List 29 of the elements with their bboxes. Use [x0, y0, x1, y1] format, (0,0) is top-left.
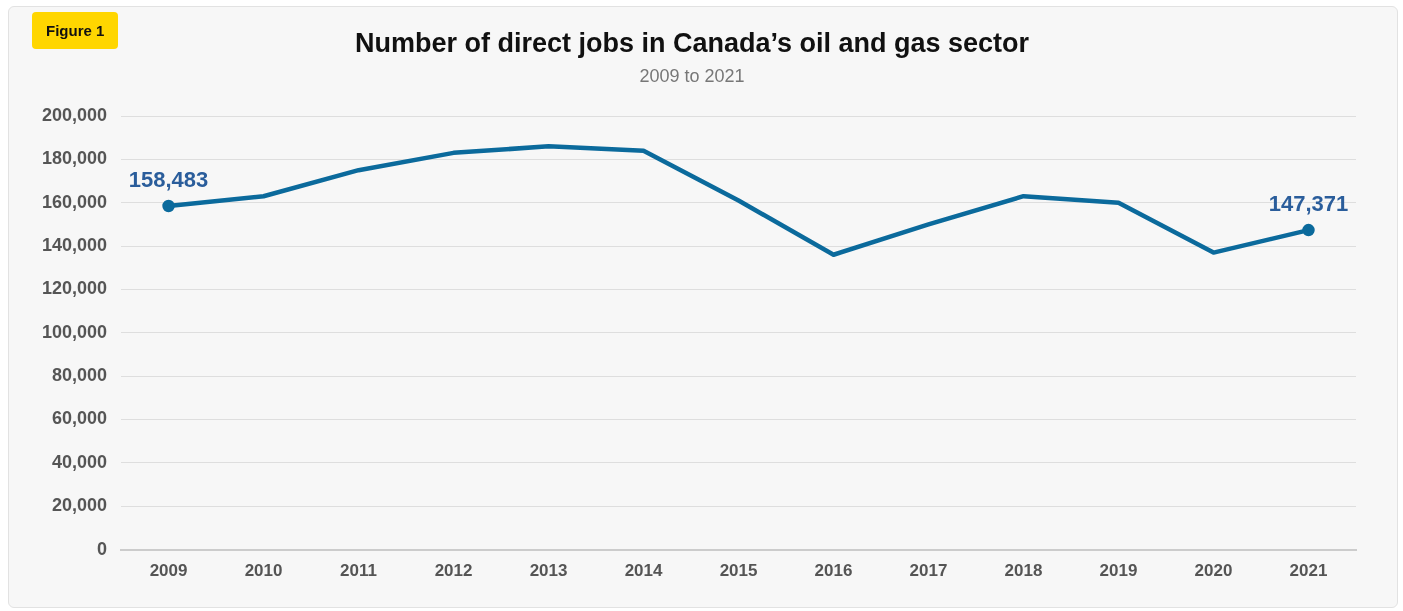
x-tick-label: 2011 [340, 561, 377, 581]
y-tick-label: 60,000 [52, 408, 108, 429]
x-tick-label: 2014 [624, 561, 663, 581]
chart-subtitle: 2009 to 2021 [639, 66, 745, 87]
x-tick-label: 2017 [909, 561, 948, 581]
x-tick-label: 2019 [1099, 561, 1138, 581]
y-tick-label: 180,000 [41, 148, 108, 169]
y-tick-label: 40,000 [52, 451, 108, 472]
caption: Figure 1 [32, 12, 119, 49]
x-tick-label: 2020 [1194, 561, 1233, 581]
x-tick-label: 2009 [149, 561, 188, 581]
y-tick-label: 200,000 [41, 104, 108, 125]
x-tick-label: 2021 [1289, 561, 1328, 581]
y-tick-label: 80,000 [52, 365, 108, 386]
x-tick-label: 2015 [719, 561, 758, 581]
x-tick-label: 2013 [529, 561, 568, 581]
y-tick-label: 120,000 [41, 278, 108, 299]
y-tick-label: 20,000 [52, 495, 108, 516]
x-tick-label: 2016 [814, 561, 853, 581]
data-label: 147,371 [1268, 191, 1349, 217]
y-tick-label: 0 [97, 538, 108, 559]
y-tick-label: 100,000 [41, 321, 108, 342]
x-tick-label: 2012 [434, 561, 473, 581]
y-tick-label: 140,000 [41, 235, 108, 256]
chart-title: Number of direct jobs in Canada’s oil and gas sector [354, 27, 1030, 58]
data-label: 158,483 [128, 167, 209, 193]
x-tick-label: 2010 [244, 561, 283, 581]
y-tick-label: 160,000 [41, 191, 108, 212]
x-tick-label: 2018 [1004, 561, 1043, 581]
